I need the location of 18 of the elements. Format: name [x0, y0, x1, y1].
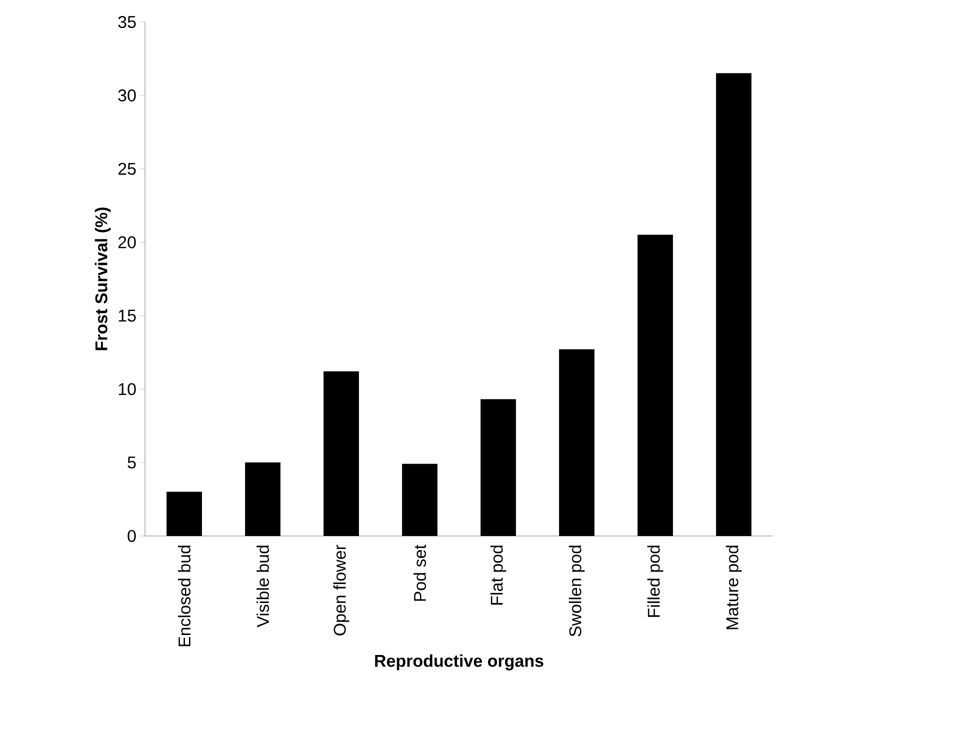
y-tick-label: 0	[128, 530, 136, 542]
y-tick-label: 10	[118, 383, 136, 396]
y-tick-label: 30	[118, 89, 136, 102]
x-tick-label: Enclosed bud	[178, 546, 190, 646]
x-tick-label: Filled pod	[647, 546, 664, 617]
x-tick-label: Open flower	[333, 544, 350, 636]
y-tick-label: 20	[118, 236, 136, 248]
y-tick-label: 15	[118, 310, 136, 322]
x-tick-label: Flat pod	[490, 546, 506, 605]
y-tick-label: 5	[128, 456, 136, 469]
x-axis-title: Reproductive organs	[375, 654, 544, 670]
y-tick-label: 35	[118, 16, 136, 28]
y-axis-title: Frost Survival (%)	[94, 208, 111, 350]
y-tick-label: 25	[118, 162, 136, 175]
x-tick-label: Mature pod	[726, 546, 742, 630]
x-tick-label: Pod set	[414, 544, 426, 601]
x-tick-label: Visible bud	[256, 546, 269, 628]
x-tick-label: Swollen pod	[568, 546, 585, 636]
